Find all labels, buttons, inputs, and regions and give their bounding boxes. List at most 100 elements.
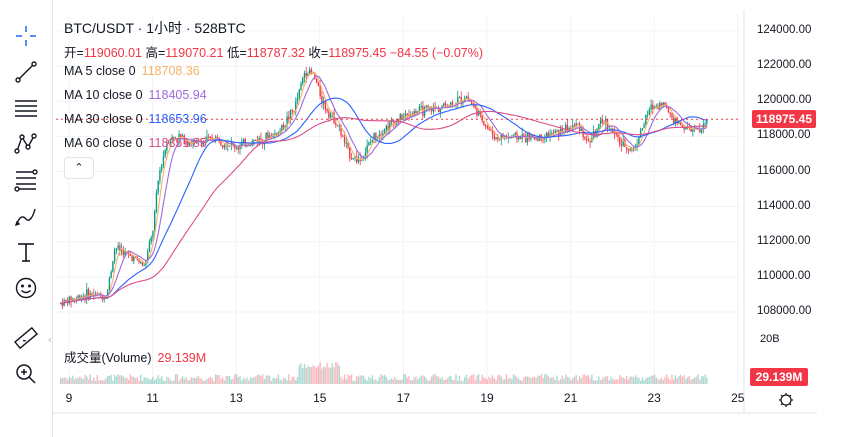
- volume-bar: [329, 367, 332, 384]
- volume-bar: [706, 377, 708, 384]
- candle-body: [404, 113, 407, 117]
- crosshair-icon[interactable]: [10, 20, 42, 52]
- candle-body: [383, 129, 386, 134]
- volume-bar: [566, 376, 569, 384]
- candle-body: [556, 130, 558, 132]
- volume-bar: [347, 374, 349, 384]
- volume-bar: [502, 379, 504, 384]
- volume-bar: [422, 375, 424, 384]
- candle-body: [458, 97, 461, 99]
- volume-bar: [683, 375, 685, 384]
- ma10-legend[interactable]: MA 10 close 0 118405.94: [60, 84, 211, 106]
- candle-body: [220, 141, 222, 146]
- volume-bar: [497, 375, 499, 384]
- volume-bar: [625, 376, 628, 384]
- ohlc-values: 开=119060.01 高=119070.21 低=118787.32 收=11…: [64, 42, 483, 61]
- volume-bar: [106, 375, 109, 384]
- auto-scale-icon[interactable]: [776, 390, 796, 410]
- price-tick-label: 114000.00: [757, 199, 811, 212]
- volume-bar: [181, 376, 184, 384]
- volume-bar: [613, 379, 616, 384]
- open-label: 开=: [64, 46, 84, 60]
- candle-body: [115, 248, 118, 250]
- emoji-icon[interactable]: [10, 272, 42, 304]
- volume-bar: [218, 374, 220, 384]
- volume-bar: [275, 378, 278, 384]
- volume-bar: [63, 377, 65, 384]
- candle-body: [354, 156, 356, 158]
- volume-bar: [260, 376, 262, 384]
- volume-bar: [383, 374, 386, 384]
- volume-bar: [169, 379, 172, 384]
- candle-body: [662, 102, 664, 107]
- volume-bar: [681, 376, 684, 384]
- candle-body: [706, 119, 708, 124]
- price-tick-label: 116000.00: [757, 164, 811, 177]
- volume-bar: [302, 367, 304, 384]
- candlesticks: [59, 66, 708, 310]
- horizontal-lines-icon[interactable]: [10, 92, 42, 124]
- volume-bar: [429, 380, 431, 384]
- time-tick-label: 9: [65, 391, 73, 405]
- volume-bar: [147, 378, 149, 384]
- volume-bar: [207, 378, 210, 384]
- candle-body: [180, 134, 182, 137]
- volume-bar: [530, 378, 532, 384]
- fib-retracement-icon[interactable]: [10, 164, 42, 196]
- volume-bar: [519, 380, 522, 384]
- brush-icon[interactable]: [10, 200, 42, 232]
- volume-bar: [631, 376, 633, 384]
- trend-line-icon[interactable]: [10, 56, 42, 88]
- time-tick-label: 13: [229, 391, 243, 405]
- volume-bar: [448, 376, 450, 384]
- candle-body: [209, 136, 212, 138]
- ma60-legend[interactable]: MA 60 close 0 118351.85: [60, 132, 211, 154]
- volume-bar: [129, 374, 132, 384]
- candle-body: [159, 170, 161, 181]
- volume-bar: [420, 375, 422, 384]
- volume-bar: [352, 380, 354, 384]
- volume-bar: [89, 374, 91, 384]
- volume-bar: [333, 367, 335, 384]
- candle-body: [587, 140, 590, 142]
- candle-body: [194, 140, 196, 142]
- volume-bar: [389, 379, 391, 384]
- volume-bar: [648, 376, 651, 384]
- candle-body: [375, 132, 377, 139]
- volume-bar: [481, 374, 483, 384]
- zoom-in-icon[interactable]: [10, 358, 42, 390]
- ma5-legend[interactable]: MA 5 close 0 118708.36: [60, 60, 204, 82]
- candle-body: [664, 102, 666, 106]
- close-value: 118975.45: [328, 46, 387, 60]
- volume-bar: [176, 374, 179, 384]
- toolbar-collapse-handle[interactable]: ‹: [48, 334, 52, 346]
- candle-body: [443, 103, 445, 106]
- volume-bar: [194, 377, 196, 384]
- candle-body: [314, 73, 316, 79]
- volume-bar: [390, 378, 393, 384]
- volume-bar: [117, 374, 119, 384]
- text-icon[interactable]: [10, 236, 42, 268]
- volume-bar: [491, 375, 494, 384]
- legend-collapse-button[interactable]: ⌃: [64, 157, 94, 179]
- candle-body: [153, 211, 156, 231]
- candle-body: [495, 137, 497, 140]
- volume-bar: [554, 379, 556, 384]
- candle-body: [643, 124, 645, 128]
- volume-bar: [692, 378, 694, 384]
- ruler-icon[interactable]: [10, 322, 42, 354]
- candle-body: [484, 124, 487, 126]
- volume-bar: [455, 374, 457, 384]
- volume-bar: [500, 376, 502, 384]
- candle-body: [437, 107, 440, 113]
- volume-bar: [324, 367, 327, 384]
- price-tick-label: 122000.00: [757, 59, 812, 72]
- volume-bar: [570, 380, 572, 384]
- ma30-legend[interactable]: MA 30 close 0 118653.96: [60, 108, 211, 130]
- candle-body: [427, 105, 429, 108]
- candle-body: [65, 300, 67, 302]
- candle-body: [627, 149, 630, 151]
- volume-bar: [578, 375, 581, 384]
- pattern-icon[interactable]: [10, 128, 42, 160]
